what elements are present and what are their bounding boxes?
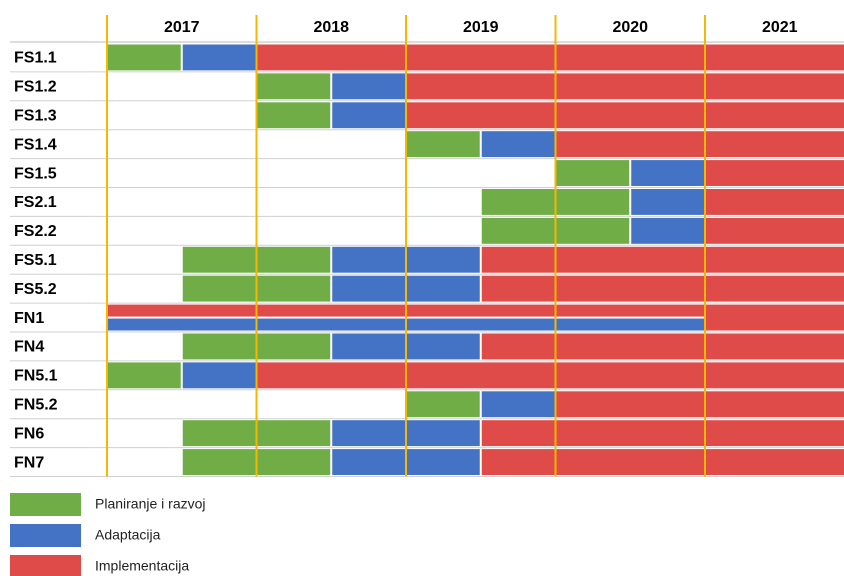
gantt-bar bbox=[257, 102, 331, 129]
gantt-bar bbox=[108, 362, 181, 389]
legend-label: Implementacija bbox=[95, 558, 189, 574]
gantt-bar bbox=[556, 391, 844, 418]
legend-swatch bbox=[10, 493, 81, 516]
gantt-bar bbox=[407, 391, 480, 418]
year-label: 2021 bbox=[762, 19, 798, 36]
legend-swatch bbox=[10, 524, 81, 547]
legend-swatch bbox=[10, 555, 81, 576]
row-label: FS1.3 bbox=[14, 107, 57, 124]
gantt-bar bbox=[182, 362, 256, 389]
legend-label: Planiranje i razvoj bbox=[95, 496, 206, 512]
row-label: FS5.1 bbox=[14, 252, 57, 269]
gantt-bar bbox=[481, 449, 844, 475]
gantt-bar bbox=[332, 102, 405, 129]
row-label: FS1.4 bbox=[14, 136, 57, 153]
gantt-bar bbox=[556, 131, 844, 158]
gantt-bar bbox=[556, 160, 630, 186]
gantt-bar bbox=[407, 102, 844, 129]
gantt-bar bbox=[108, 44, 181, 71]
row-label: FN1 bbox=[14, 310, 44, 327]
row-label: FN4 bbox=[14, 339, 44, 356]
gantt-bar bbox=[257, 73, 331, 100]
gantt-bar bbox=[481, 246, 844, 273]
year-label: 2017 bbox=[164, 19, 200, 36]
gantt-bar bbox=[706, 189, 844, 215]
row-label: FS2.1 bbox=[14, 194, 57, 211]
gantt-bar bbox=[481, 275, 844, 302]
legend-label: Adaptacija bbox=[95, 527, 161, 543]
gantt-bar bbox=[481, 333, 844, 360]
gantt-bar bbox=[481, 131, 555, 158]
gantt-bar bbox=[481, 391, 555, 418]
row-label: FN7 bbox=[14, 454, 44, 471]
row-label: FS1.5 bbox=[14, 165, 57, 182]
year-label: 2019 bbox=[463, 19, 499, 36]
gantt-bar bbox=[182, 44, 256, 71]
row-label: FS2.2 bbox=[14, 223, 57, 240]
gantt-bar bbox=[332, 73, 405, 100]
gantt-bar bbox=[706, 160, 844, 186]
row-label: FN5.1 bbox=[14, 368, 58, 385]
row-label: FN5.2 bbox=[14, 396, 58, 413]
gantt-bar bbox=[631, 217, 704, 244]
gantt-bar bbox=[257, 362, 844, 389]
gantt-bar bbox=[257, 44, 844, 71]
gantt-bar bbox=[407, 131, 480, 158]
year-label: 2020 bbox=[612, 19, 648, 36]
row-label: FN6 bbox=[14, 425, 44, 442]
gantt-bar bbox=[706, 217, 844, 244]
row-label: FS1.1 bbox=[14, 50, 57, 67]
gantt-bar bbox=[706, 304, 844, 331]
row-label: FS5.2 bbox=[14, 281, 57, 298]
gantt-bar bbox=[481, 420, 844, 447]
row-label: FS1.2 bbox=[14, 79, 57, 96]
gantt-bar bbox=[407, 73, 844, 100]
gantt-bar bbox=[631, 160, 704, 186]
gantt-bar bbox=[631, 189, 704, 215]
year-label: 2018 bbox=[313, 19, 349, 36]
